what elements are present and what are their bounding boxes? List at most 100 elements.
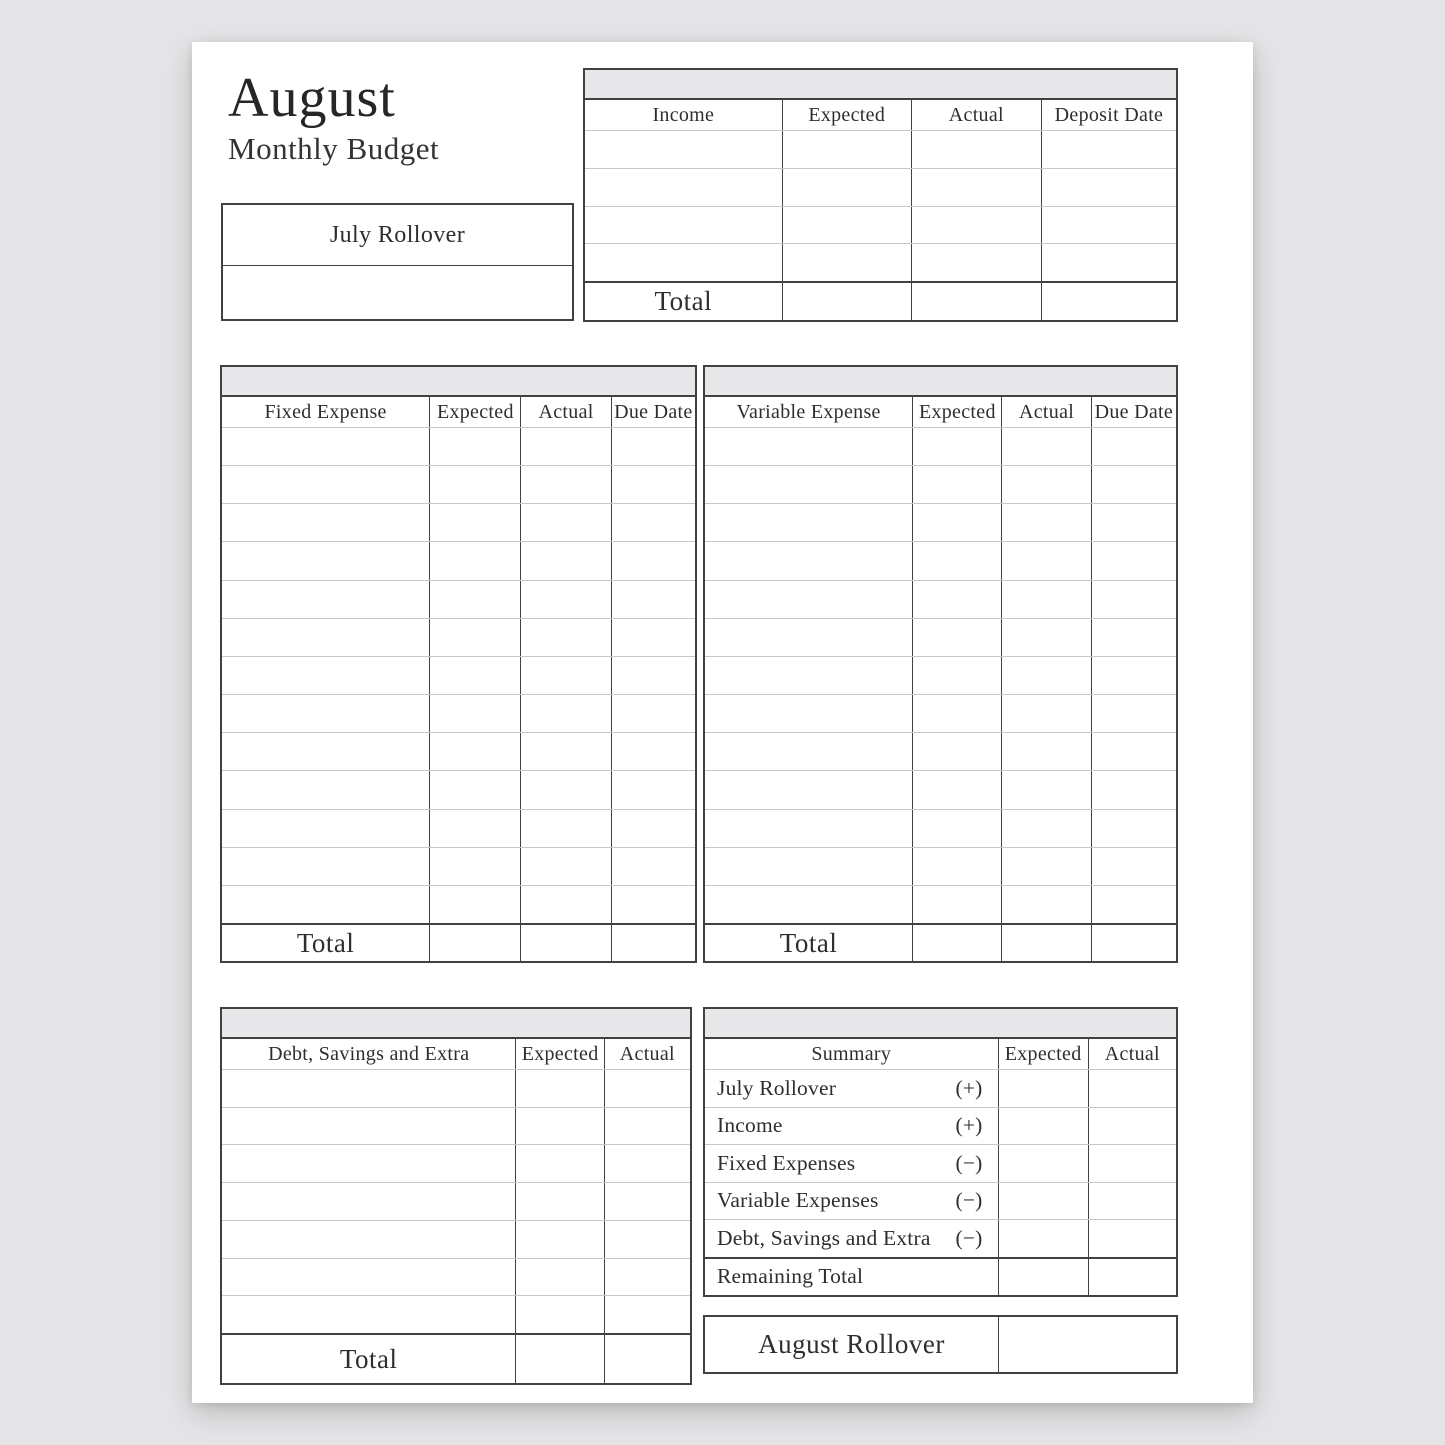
column-header: Actual <box>912 100 1042 130</box>
minus-sign: (−) <box>955 1150 983 1175</box>
empty-cell <box>521 504 612 542</box>
total-expected-cell <box>516 1335 605 1383</box>
empty-row <box>222 1220 690 1259</box>
fixed-expense-total-row: Total <box>222 923 695 961</box>
empty-cell <box>912 168 1042 206</box>
summary-actual-cell <box>1089 1108 1176 1145</box>
empty-cell <box>605 1070 690 1107</box>
empty-cell <box>222 847 431 885</box>
total-label: Total <box>705 925 914 961</box>
empty-row <box>222 695 695 734</box>
empty-cell <box>1002 580 1092 618</box>
empty-row <box>222 656 695 696</box>
fixed-expense-table-body <box>222 428 695 924</box>
summary-row-label: Remaining Total <box>717 1264 864 1289</box>
total-expected-cell <box>783 283 912 320</box>
empty-row <box>222 885 695 924</box>
column-header: Actual <box>619 1042 675 1065</box>
summary-actual-cell <box>1089 1145 1176 1182</box>
empty-cell <box>430 466 522 504</box>
empty-cell <box>705 733 914 771</box>
minus-sign: (−) <box>955 1188 983 1213</box>
summary-row-label: Income <box>717 1113 783 1138</box>
empty-cell <box>1092 695 1176 732</box>
summary-table-header: Summary Expected Actual <box>705 1039 1176 1070</box>
empty-cell <box>585 168 783 206</box>
column-header: Actual <box>1104 1042 1160 1065</box>
empty-cell <box>222 1145 517 1183</box>
empty-row <box>222 1296 690 1334</box>
column-header: Due Date <box>614 400 693 423</box>
summary-row-july-rollover: July Rollover (+) <box>705 1070 1176 1108</box>
month-title: August <box>228 67 396 129</box>
empty-cell <box>222 1220 517 1258</box>
empty-cell <box>516 1296 605 1334</box>
total-label: Total <box>222 1335 517 1383</box>
empty-cell <box>430 809 522 847</box>
empty-row <box>705 733 1176 772</box>
empty-cell <box>913 504 1003 542</box>
empty-cell <box>222 1258 517 1296</box>
empty-row <box>705 504 1176 543</box>
column-header: Expected <box>913 397 1003 427</box>
column-header: Actual <box>521 397 612 427</box>
empty-cell <box>612 886 695 923</box>
empty-cell <box>521 885 612 924</box>
empty-cell <box>913 771 1003 809</box>
empty-cell <box>222 1183 517 1220</box>
empty-cell <box>1092 542 1176 579</box>
fixed-expense-table-header: Fixed Expense Expected Actual Due Date <box>222 397 695 428</box>
empty-cell <box>222 695 431 733</box>
income-table: Income Expected Actual Deposit Date Tota… <box>583 68 1178 322</box>
empty-cell <box>430 542 522 580</box>
empty-cell <box>912 206 1042 244</box>
empty-row <box>222 542 695 581</box>
empty-cell <box>521 809 612 847</box>
empty-cell <box>1002 466 1092 504</box>
empty-cell <box>913 847 1003 885</box>
total-due-date-cell <box>1092 925 1176 961</box>
empty-cell <box>605 1183 690 1220</box>
empty-cell <box>430 428 522 466</box>
empty-cell <box>612 466 695 503</box>
empty-cell <box>612 542 695 579</box>
empty-row <box>222 771 695 810</box>
income-total-row: Total <box>585 281 1176 320</box>
empty-cell <box>222 504 431 542</box>
empty-cell <box>612 428 695 465</box>
summary-actual-cell <box>1089 1259 1176 1296</box>
empty-cell <box>222 809 431 847</box>
empty-cell <box>1092 466 1176 503</box>
summary-row-remaining-total: Remaining Total <box>705 1256 1176 1296</box>
empty-cell <box>912 244 1042 281</box>
summary-expected-cell <box>999 1220 1089 1257</box>
empty-cell <box>605 1145 690 1182</box>
empty-cell <box>521 618 612 656</box>
summary-row-label: July Rollover <box>717 1075 837 1100</box>
debt-savings-extra-table-header: Debt, Savings and Extra Expected Actual <box>222 1039 690 1070</box>
total-expected-cell <box>913 925 1003 961</box>
summary-expected-cell <box>999 1107 1089 1144</box>
empty-cell <box>222 618 431 656</box>
empty-cell <box>612 771 695 808</box>
empty-cell <box>705 885 914 924</box>
empty-row <box>705 618 1176 657</box>
empty-cell <box>1092 733 1176 770</box>
empty-cell <box>1092 810 1176 847</box>
empty-row <box>585 206 1176 245</box>
empty-cell <box>521 733 612 771</box>
empty-cell <box>1002 695 1092 733</box>
empty-row <box>705 542 1176 581</box>
empty-cell <box>1002 504 1092 542</box>
empty-cell <box>1042 169 1176 206</box>
summary-expected-cell <box>999 1258 1089 1295</box>
empty-cell <box>912 131 1042 168</box>
variable-expense-total-row: Total <box>705 923 1176 961</box>
plus-sign: (+) <box>955 1075 983 1100</box>
variable-expense-table-header: Variable Expense Expected Actual Due Dat… <box>705 397 1176 428</box>
empty-cell <box>1042 207 1176 244</box>
empty-cell <box>516 1183 605 1220</box>
empty-cell <box>1002 885 1092 924</box>
empty-cell <box>222 656 431 695</box>
